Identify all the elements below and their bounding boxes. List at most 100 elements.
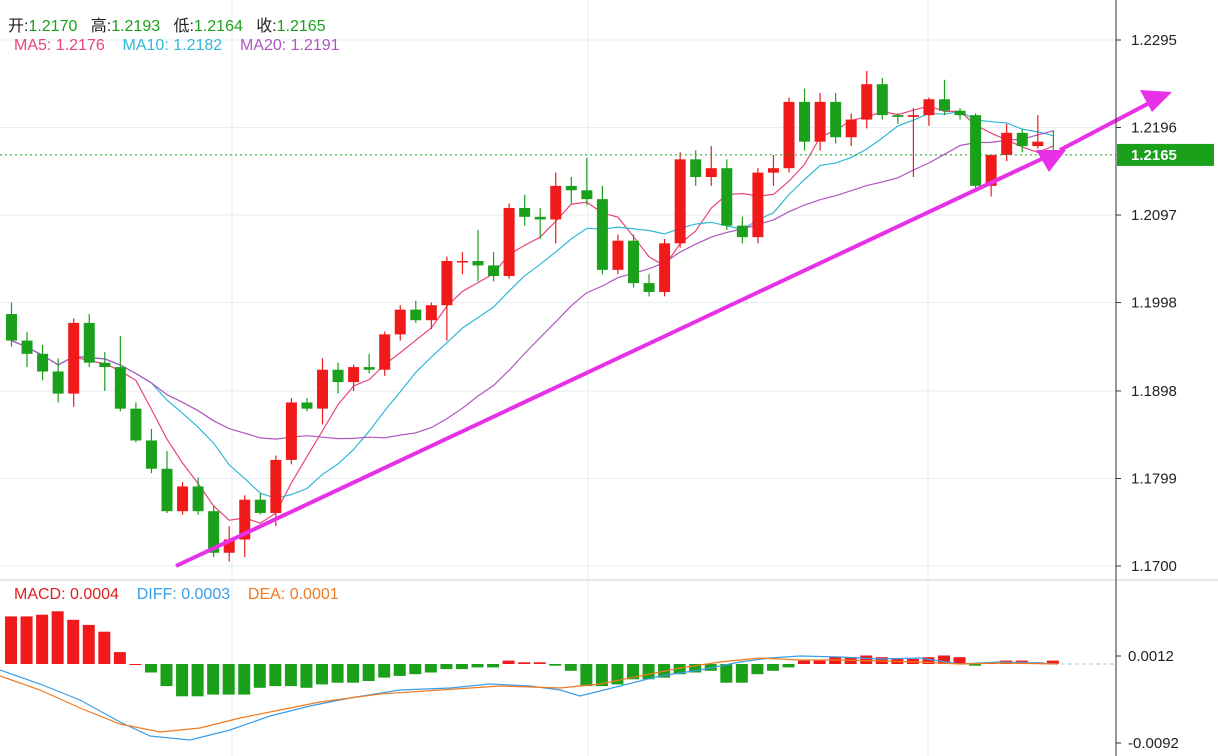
candle-body — [192, 486, 204, 512]
macd-histogram-bar — [798, 660, 811, 664]
macd-histogram-bar — [113, 652, 126, 664]
macd-histogram-bar — [378, 664, 391, 678]
candle-body — [861, 84, 873, 120]
ma5-value: 1.2176 — [55, 37, 105, 54]
candle-body — [425, 305, 437, 321]
macd-histogram-bar — [82, 624, 95, 664]
candle-body — [99, 362, 111, 368]
macd-histogram-bar — [191, 664, 204, 697]
candle-body — [628, 240, 639, 284]
high-value: 1.2193 — [111, 18, 161, 35]
candle-body — [21, 340, 33, 354]
candle-body — [659, 243, 671, 292]
candle-body — [254, 499, 266, 513]
macd-histogram-bar — [331, 664, 344, 683]
candle-body — [68, 322, 80, 394]
candle-body — [301, 402, 313, 409]
current-price-label: 1.2165 — [1131, 147, 1177, 164]
ma5-line — [11, 105, 1054, 524]
candle-body — [876, 84, 888, 116]
ma20-line — [11, 130, 1054, 440]
diff-label: DIFF: — [136, 586, 177, 603]
ma10-label: MA10: — [122, 37, 169, 54]
candle-body — [145, 440, 157, 469]
candle-body — [690, 159, 702, 178]
candle-body — [674, 159, 686, 244]
macd-histogram-bar — [144, 664, 157, 673]
dea-label: DEA: — [247, 586, 286, 603]
macd-histogram-bar — [207, 664, 220, 695]
candle-body — [907, 115, 919, 117]
ma10-value: 1.2182 — [173, 37, 223, 54]
macd-histogram-bar — [813, 660, 826, 664]
macd-histogram-bar — [860, 655, 873, 664]
macd-histogram-bar — [1046, 660, 1059, 664]
candle-body — [736, 225, 748, 238]
macd-histogram-bar — [564, 664, 577, 671]
candle-body — [581, 190, 593, 200]
price-tick-label: 1.1898 — [1131, 383, 1177, 400]
candle-body — [410, 309, 422, 321]
candle-body — [534, 216, 546, 220]
candlestick-series — [0, 70, 1116, 562]
candle-body — [970, 115, 982, 186]
ma20-label: MA20: — [239, 37, 287, 54]
dea-value: 0.0001 — [289, 586, 339, 603]
candle-body — [379, 334, 391, 370]
price-tick-label: 1.2196 — [1131, 120, 1177, 137]
ma-readout: MA5: 1.2176 MA10: 1.2182 MA20: 1.2191 — [14, 37, 340, 55]
macd-histogram-bar — [720, 664, 733, 683]
candle-body — [1016, 132, 1028, 147]
candle-body — [161, 468, 173, 512]
candle-body — [830, 101, 842, 138]
candle-body — [705, 168, 717, 178]
current-price-tag — [1117, 143, 1214, 166]
candle-body — [643, 283, 655, 292]
macd-histogram-bar — [5, 616, 17, 664]
candle-body — [472, 261, 484, 266]
macd-histogram-bar — [316, 664, 328, 685]
diff-value: 0.0003 — [181, 586, 231, 603]
close-label: 收: — [256, 18, 277, 35]
candle-body — [799, 101, 811, 142]
trendline-arrowhead — [1036, 150, 1066, 172]
candle-body — [394, 309, 406, 335]
macd-histogram-bar — [20, 616, 33, 664]
macd-histogram-bar — [284, 664, 297, 687]
candle-body — [892, 115, 904, 117]
candle-body — [767, 168, 779, 173]
candle-body — [456, 261, 468, 263]
macd-histogram-bar — [222, 664, 235, 695]
macd-histogram-bar — [766, 664, 779, 671]
macd-histogram-bar — [440, 664, 453, 670]
macd-histogram-bar — [580, 664, 593, 687]
macd-histogram-bar — [595, 664, 608, 687]
candle-body — [954, 110, 966, 116]
macd-tick-label: 0.0012 — [1128, 648, 1174, 665]
macd-histogram-bar — [269, 664, 282, 687]
price-tick-label: 1.1799 — [1131, 470, 1177, 487]
candle-body — [332, 369, 344, 383]
candle-body — [503, 207, 515, 277]
macd-histogram-bar — [922, 657, 935, 664]
macd-histogram-bar — [238, 664, 251, 695]
dea-line — [0, 657, 1059, 733]
trendline — [175, 153, 1051, 568]
candle-body — [783, 101, 795, 169]
candle-body — [1001, 132, 1013, 155]
candle-body — [285, 402, 297, 460]
trendline-arrow — [175, 90, 1172, 568]
candle-body — [596, 199, 608, 270]
macd-histogram-bar — [627, 664, 639, 680]
macd-histogram-bar — [487, 664, 500, 668]
price-tick-label: 1.1700 — [1131, 558, 1177, 575]
macd-histogram-bar — [362, 664, 375, 681]
macd-label: MACD: — [14, 586, 66, 603]
candle-body — [939, 99, 950, 111]
macd-histogram-bar — [160, 664, 173, 687]
candle-body — [177, 486, 189, 512]
candle-body — [1032, 141, 1044, 147]
macd-histogram-bar — [393, 664, 406, 676]
price-axis: 1.2295 1.2196 1.2097 1.1998 1.1898 1.1799 1.17… — [1115, 0, 1214, 756]
